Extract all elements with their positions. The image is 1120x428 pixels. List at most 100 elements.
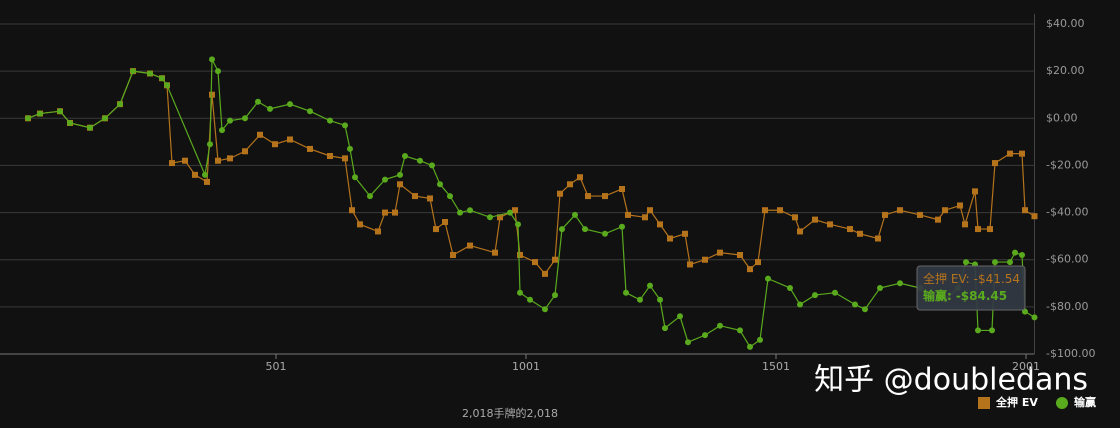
point (25, 115, 31, 122)
point (777, 207, 783, 214)
point (862, 306, 868, 313)
point (215, 157, 221, 164)
point (219, 127, 225, 134)
point (327, 153, 333, 159)
point (762, 207, 768, 214)
point (747, 343, 753, 350)
point (757, 336, 763, 343)
point (207, 141, 213, 148)
point (992, 160, 998, 167)
point (717, 249, 723, 256)
point (392, 209, 398, 216)
point (512, 207, 518, 214)
point (619, 186, 625, 192)
point (1022, 207, 1028, 214)
point (517, 289, 523, 296)
point (685, 339, 691, 346)
point (192, 171, 198, 178)
point (1031, 213, 1038, 220)
point (169, 160, 175, 167)
point (307, 145, 313, 152)
point (209, 91, 215, 98)
point (242, 148, 248, 155)
point (542, 306, 548, 313)
y-tick-label: -$40.00 (1046, 206, 1088, 219)
point (552, 256, 558, 263)
point (557, 190, 563, 197)
point (342, 122, 348, 129)
point (602, 230, 608, 237)
point (559, 226, 565, 233)
point (352, 174, 358, 181)
point (619, 223, 625, 230)
point (497, 214, 503, 221)
point (382, 209, 388, 216)
point (1012, 249, 1018, 256)
point (647, 207, 653, 214)
point (567, 181, 573, 188)
point (1019, 252, 1025, 258)
tooltip: 全押 EV: -$41.54 输赢: -$84.45 (916, 265, 1026, 311)
point (257, 131, 263, 138)
watermark: 知乎 @doubledans (814, 363, 1088, 398)
point (972, 188, 978, 195)
point (852, 301, 858, 308)
x-tick-label: 501 (266, 360, 287, 373)
point (349, 207, 355, 214)
point (450, 252, 456, 258)
point (433, 226, 439, 233)
point (942, 207, 948, 214)
point (402, 153, 408, 159)
point (487, 214, 493, 221)
y-tick-label: $20.00 (1046, 64, 1085, 77)
point (287, 136, 293, 143)
point (209, 56, 215, 63)
y-tick-label: -$20.00 (1046, 158, 1088, 171)
y-tick-label: -$60.00 (1046, 253, 1088, 266)
point (287, 101, 293, 108)
point (657, 221, 663, 228)
point (702, 332, 708, 339)
point (367, 193, 373, 200)
tooltip-line: 全押 EV: -$41.54 (923, 271, 1020, 286)
point (542, 270, 548, 277)
point (412, 193, 418, 200)
point (67, 120, 73, 126)
point (882, 211, 888, 218)
point (637, 296, 643, 303)
point (447, 193, 453, 200)
point (755, 259, 761, 266)
point (662, 325, 668, 332)
point (552, 292, 558, 299)
point (987, 226, 993, 233)
point (442, 219, 448, 225)
point (625, 211, 631, 218)
legend-swatch (1056, 397, 1068, 409)
point (642, 214, 648, 221)
point (897, 207, 903, 214)
legend-swatch (978, 397, 990, 409)
point (962, 221, 968, 228)
point (417, 157, 423, 164)
point (117, 101, 123, 108)
point (429, 162, 435, 169)
point (437, 181, 443, 188)
point (647, 282, 653, 289)
point (792, 214, 798, 221)
point (527, 296, 533, 303)
point (827, 221, 833, 228)
point (202, 171, 208, 178)
tooltip-line: 输赢: -$84.45 (923, 288, 1007, 303)
point (227, 117, 233, 124)
point (507, 209, 513, 216)
point (737, 327, 743, 334)
tooltip-label: 全押 EV: (923, 271, 970, 286)
legend-label: 输赢 (1074, 395, 1096, 409)
point (797, 301, 803, 308)
point (37, 110, 43, 117)
point (1007, 150, 1013, 157)
point (204, 178, 210, 185)
point (957, 202, 963, 209)
x-tick-label: 1001 (512, 360, 540, 373)
point (582, 226, 588, 233)
